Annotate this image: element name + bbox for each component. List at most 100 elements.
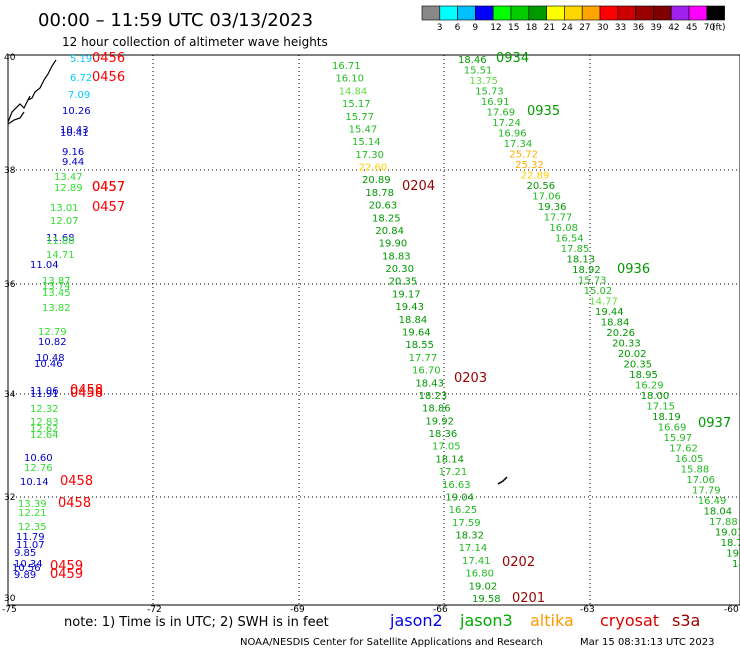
- swh-value-label: 19.01: [715, 528, 740, 539]
- lon-tick-label: -72: [147, 605, 162, 615]
- swh-value-label: 15.47: [349, 124, 378, 135]
- swh-value-label: 12.76: [24, 463, 53, 474]
- swh-value-label: 19.90: [379, 239, 408, 250]
- pass-time-label: 0203: [454, 371, 487, 386]
- pass-time-label: 0456: [92, 70, 125, 85]
- swh-value-label: 13.82: [42, 303, 71, 314]
- pass-time-label: 0458: [60, 474, 93, 489]
- swh-value-label: 18.95: [629, 370, 658, 381]
- legend-swatch: [564, 5, 583, 21]
- pass-time-label: 0936: [617, 262, 650, 277]
- swh-value-label: 12.21: [18, 508, 47, 519]
- legend-swatch: [635, 5, 654, 21]
- swh-value-label: 15.73: [475, 87, 504, 98]
- satellite-name: s3a: [672, 611, 700, 630]
- legend-bin-label: 15: [508, 23, 519, 33]
- swh-value-label: 18.13: [566, 255, 595, 266]
- swh-value-label: 11.88: [46, 236, 75, 247]
- map-subtitle: 12 hour collection of altimeter wave hei…: [62, 35, 328, 49]
- swh-value-label: 15.88: [681, 465, 710, 476]
- swh-value-label: 10.56: [12, 563, 41, 574]
- swh-value-label: 19.02: [469, 581, 498, 592]
- footer-timestamp: Mar 15 08:31:13 UTC 2023: [580, 637, 715, 648]
- legend-swatch: [510, 5, 530, 21]
- swh-value-label: 20.63: [369, 201, 398, 212]
- swh-value-label: 17.79: [692, 486, 721, 497]
- swh-value-label: 10.26: [62, 106, 91, 117]
- swh-value-label: 18.84: [399, 315, 428, 326]
- satellite-name: cryosat: [600, 611, 659, 630]
- swh-value-label: 16.05: [675, 454, 704, 465]
- swh-value-label: 18: [732, 559, 740, 570]
- pass-time-label: 0934: [496, 51, 529, 66]
- swh-value-label: 12.83: [30, 417, 59, 428]
- swh-value-label: 20.33: [612, 339, 641, 350]
- legend-swatch: [457, 5, 476, 21]
- swh-value-label: 18.32: [455, 531, 484, 542]
- lat-tick-label: 38: [4, 166, 16, 176]
- swh-value-label: 17.41: [462, 556, 491, 567]
- lat-tick-label: 40: [4, 53, 16, 63]
- pass-time-label: 0204: [402, 179, 435, 194]
- swh-value-label: 19.2: [726, 549, 740, 560]
- swh-value-label: 13.01: [50, 203, 79, 214]
- swh-value-label: 17.77: [409, 353, 438, 364]
- swh-value-label: 11.07: [16, 540, 45, 551]
- swh-value-label: 13.87: [42, 276, 71, 287]
- legend-bin-label: 21: [544, 23, 555, 33]
- swh-value-label: 15.17: [342, 99, 371, 110]
- pass-time-label: 0457: [92, 180, 125, 195]
- legend-bin-label: 18: [526, 23, 538, 33]
- swh-value-label: 14.84: [339, 86, 368, 97]
- swh-value-label: 14.77: [589, 297, 618, 308]
- lon-tick-label: -69: [290, 605, 305, 615]
- swh-value-label: 18.7: [721, 538, 740, 549]
- legend-bin-label: 30: [597, 23, 609, 33]
- lon-tick-label: -66: [433, 605, 448, 615]
- lon-tick-label: -63: [580, 605, 595, 615]
- swh-value-label: 16.69: [658, 423, 687, 434]
- swh-value-label: 20.84: [375, 226, 404, 237]
- legend-bin-label: 39: [650, 23, 662, 33]
- legend-swatch: [581, 5, 601, 21]
- pass-time-label: 0459: [50, 559, 83, 574]
- swh-value-label: 15.73: [578, 276, 607, 287]
- pass-time-label: 0457: [92, 200, 125, 215]
- swh-value-label: 18.00: [641, 391, 670, 402]
- swh-value-label: 19.44: [595, 307, 624, 318]
- swh-value-label: 19.17: [392, 289, 421, 300]
- legend-bin-label: 33: [615, 23, 626, 33]
- swh-value-label: 10.14: [20, 477, 49, 488]
- legend-swatch: [475, 5, 494, 21]
- lat-tick-label: 30: [4, 594, 16, 604]
- legend-swatch: [492, 5, 512, 21]
- swh-value-label: 18.55: [405, 340, 434, 351]
- swh-value-label: 17.15: [646, 402, 675, 413]
- swh-value-label: 9.44: [62, 157, 84, 168]
- legend-swatch: [653, 5, 672, 21]
- swh-value-label: 18.86: [422, 404, 451, 415]
- swh-value-label: 18.04: [703, 507, 732, 518]
- swh-value-label: 16.49: [698, 496, 727, 507]
- swh-value-label: 18.19: [652, 412, 681, 423]
- swh-value-label: 19.43: [395, 302, 424, 313]
- swh-value-label: 15.77: [345, 112, 374, 123]
- pass-time-label: 0457: [92, 180, 125, 195]
- swh-value-label: 17.59: [452, 518, 481, 529]
- map-title: 00:00 – 11:59 UTC 03/13/2023: [38, 10, 313, 31]
- swh-value-label: 15.02: [584, 286, 613, 297]
- swh-value-label: 16.54: [555, 234, 584, 245]
- swh-value-label: 16.63: [442, 480, 471, 491]
- swh-value-label: 20.35: [389, 277, 418, 288]
- swh-value-label: 16.70: [412, 366, 441, 377]
- legend-swatch: [617, 5, 636, 21]
- swh-value-label: 20.02: [618, 349, 647, 360]
- color-legend: 3 6 9 12 15 18 21 24 27 30 33 36 39 42 45 70: [421, 5, 725, 33]
- swh-value-label: 18.84: [601, 318, 630, 329]
- swh-value-label: 18.46: [458, 55, 487, 66]
- swh-value-label: 25.32: [515, 160, 544, 171]
- swh-value-label: 10.60: [24, 453, 53, 464]
- pass-time-label: 0459: [50, 567, 83, 582]
- swh-value-label: 20.56: [527, 181, 556, 192]
- legend-swatch: [546, 5, 565, 21]
